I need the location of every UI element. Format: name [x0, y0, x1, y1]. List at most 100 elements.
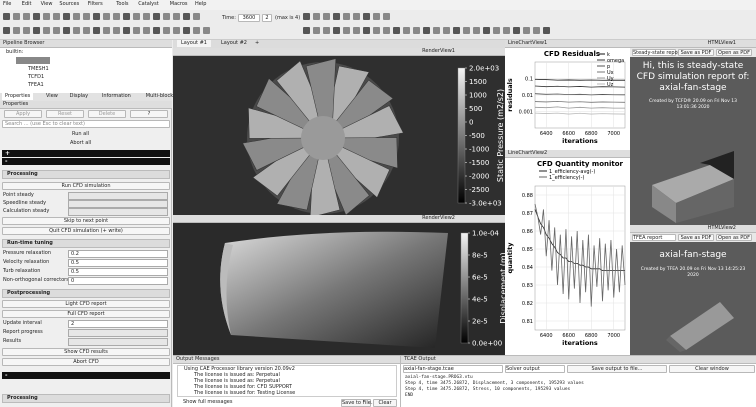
report-select[interactable]: TFEA report — [632, 234, 676, 241]
layout-tab[interactable]: Layout #2 — [221, 40, 247, 46]
abort-all[interactable]: Abort all — [70, 140, 92, 146]
field[interactable]: 0.2 — [68, 250, 168, 258]
toolbar-icon[interactable] — [433, 27, 440, 34]
tree-item[interactable] — [16, 57, 50, 64]
toolbar-icon[interactable] — [173, 27, 180, 34]
tree-item[interactable]: TMESH1 — [28, 66, 49, 72]
toolbar-icon[interactable] — [143, 13, 150, 20]
field[interactable]: 0.5 — [68, 259, 168, 267]
toolbar-icon[interactable] — [43, 13, 50, 20]
run-button[interactable]: Run CFD simulation — [2, 182, 170, 190]
toolbar-icon[interactable] — [393, 27, 400, 34]
toolbar-icon[interactable] — [113, 27, 120, 34]
toolbar-icon[interactable] — [13, 13, 20, 20]
field[interactable] — [68, 200, 168, 208]
toolbar-icon[interactable] — [13, 27, 20, 34]
clear-button[interactable]: Clear — [373, 399, 397, 407]
light-report-button[interactable]: Light CFD report — [2, 300, 170, 308]
toolbar-icon[interactable] — [313, 27, 320, 34]
toolbar-icon[interactable] — [323, 27, 330, 34]
collapse-bar[interactable]: - — [2, 158, 170, 165]
toolbar-icon[interactable] — [363, 13, 370, 20]
toolbar-icon[interactable] — [373, 27, 380, 34]
toolbar-icon[interactable] — [53, 27, 60, 34]
field[interactable] — [68, 192, 168, 200]
section-header[interactable]: Processing — [2, 170, 170, 179]
toolbar-icon[interactable] — [33, 13, 40, 20]
toolbar-icon[interactable] — [133, 13, 140, 20]
field[interactable] — [68, 338, 168, 346]
line-chart[interactable]: CFD Quantity monitor 6400 6600 6800 7000 0.81… — [505, 158, 630, 355]
save-button[interactable]: Save to File... — [341, 399, 376, 407]
toolbar-icon[interactable] — [103, 13, 110, 20]
toolbar-icon[interactable] — [103, 27, 110, 34]
tree-item[interactable]: TCFD1 — [28, 74, 45, 80]
render-view[interactable]: 1.0e-04 8e-5 6e-5 4e-5 2e-5 0.0e+00 Displaceme… — [173, 223, 505, 355]
collapse-bar[interactable]: - — [2, 372, 170, 379]
menu-item[interactable]: Catalyst — [138, 1, 159, 7]
open-pdf-button[interactable]: Open as PDF — [716, 49, 752, 56]
toolbar-icon[interactable] — [533, 27, 540, 34]
toolbar-icon[interactable] — [473, 27, 480, 34]
expand-bar[interactable]: + — [2, 150, 170, 157]
toolbar-icon[interactable] — [343, 27, 350, 34]
toolbar-icon[interactable] — [303, 13, 310, 20]
toolbar-icon[interactable] — [373, 13, 380, 20]
toolbar-icon[interactable] — [163, 27, 170, 34]
clear-window-button[interactable]: Clear window — [669, 365, 755, 373]
section-header[interactable]: Processing — [2, 394, 170, 403]
toolbar-icon[interactable] — [333, 27, 340, 34]
toolbar-icon[interactable] — [23, 13, 30, 20]
skip-button[interactable]: Skip to next point — [2, 217, 170, 225]
menu-item[interactable]: Filters — [87, 1, 103, 7]
report-select[interactable]: Steady-state repo — [632, 49, 678, 56]
toolbar-icon[interactable] — [163, 13, 170, 20]
field[interactable]: 0 — [68, 277, 168, 285]
toolbar-icon[interactable] — [333, 13, 340, 20]
toolbar-icon[interactable] — [3, 13, 10, 20]
toolbar-icon[interactable] — [523, 27, 530, 34]
toolbar-icon[interactable] — [173, 13, 180, 20]
tab[interactable]: View — [46, 93, 58, 99]
menu-item[interactable]: Sources — [59, 1, 80, 7]
toolbar-icon[interactable] — [383, 27, 390, 34]
toolbar-icon[interactable] — [33, 27, 40, 34]
toolbar-icon[interactable] — [123, 13, 130, 20]
field[interactable] — [68, 329, 168, 337]
menu-item[interactable]: Edit — [21, 1, 32, 7]
show-results-button[interactable]: Show CFD results — [2, 348, 170, 356]
toolbar-icon[interactable] — [453, 27, 460, 34]
delete-button[interactable]: Delete — [88, 110, 126, 118]
render-view[interactable]: 2.0e+03 1500 1000 500 0 -500 -1000 -1500 -2000 -2… — [173, 56, 505, 215]
toolbar-icon[interactable] — [363, 27, 370, 34]
toolbar-icon[interactable] — [123, 27, 130, 34]
toolbar-icon[interactable] — [63, 13, 70, 20]
toolbar-icon[interactable] — [203, 27, 210, 34]
toolbar-icon[interactable] — [353, 13, 360, 20]
time-field[interactable]: 3600 — [238, 14, 260, 22]
toolbar-icon[interactable] — [423, 27, 430, 34]
toolbar-icon[interactable] — [183, 27, 190, 34]
toolbar-icon[interactable] — [343, 13, 350, 20]
toolbar-icon[interactable] — [443, 27, 450, 34]
toolbar-icon[interactable] — [493, 27, 500, 34]
file-select[interactable]: axial-fan-stage.tcae — [403, 365, 503, 373]
toolbar-icon[interactable] — [403, 27, 410, 34]
toolbar-icon[interactable] — [383, 13, 390, 20]
toolbar-icon[interactable] — [83, 27, 90, 34]
quit-button[interactable]: Quit CFD simulation (+ write) — [2, 227, 170, 235]
toolbar-icon[interactable] — [73, 27, 80, 34]
menu-item[interactable]: Tools — [116, 1, 129, 7]
line-chart[interactable]: CFD Residuals 6400 6600 6800 7000 0.1 0.01 0.00… — [505, 48, 630, 150]
menu-item[interactable]: Macros — [169, 1, 188, 7]
open-pdf-button[interactable]: Open as PDF — [716, 234, 752, 241]
toolbar-icon[interactable] — [463, 27, 470, 34]
field[interactable]: 0.5 — [68, 268, 168, 276]
toolbar-icon[interactable] — [93, 13, 100, 20]
tree-item[interactable]: TFEA1 — [28, 82, 44, 88]
menu-item[interactable]: View — [40, 1, 53, 7]
toolbar-icon[interactable] — [313, 13, 320, 20]
time-index[interactable]: 2 — [262, 14, 272, 22]
toolbar-icon[interactable] — [143, 27, 150, 34]
tree-item[interactable]: builtin: — [6, 49, 24, 55]
